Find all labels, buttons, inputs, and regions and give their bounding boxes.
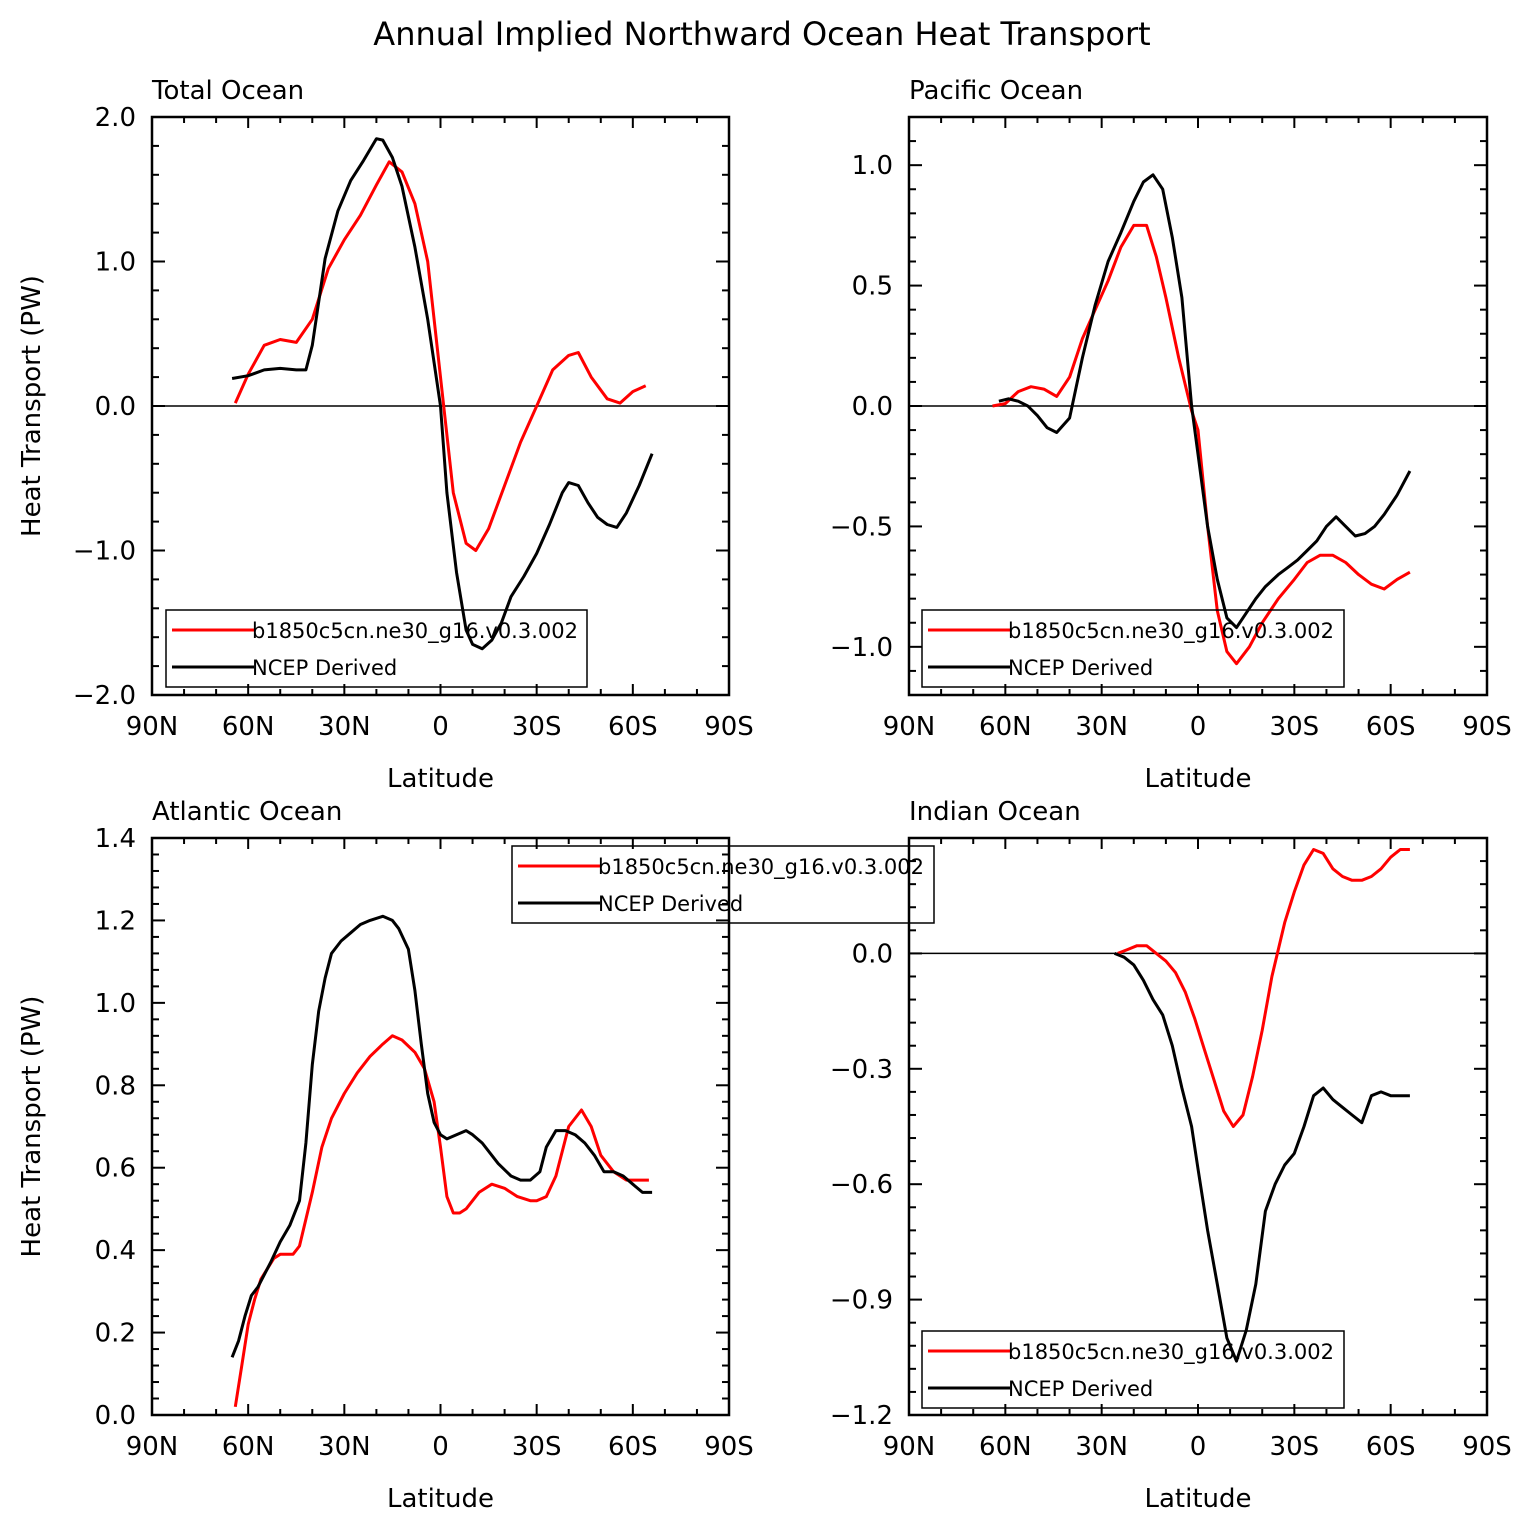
model-series-line — [992, 223, 1411, 666]
x-tick-label: 30S — [512, 1432, 562, 1462]
legend-label: NCEP Derived — [1008, 1377, 1153, 1401]
x-axis-label: Latitude — [1144, 764, 1251, 794]
y-tick-label: −2.0 — [73, 681, 136, 711]
y-tick-label: 1.0 — [852, 151, 893, 181]
model-series-line — [1117, 848, 1410, 1128]
x-tick-label: 30S — [512, 712, 562, 742]
y-tick-label: −1.0 — [73, 537, 136, 567]
y-axis-label: Heat Transport (PW) — [17, 996, 47, 1258]
y-tick-label: 0.0 — [95, 392, 136, 422]
legend: b1850c5cn.ne30_g16.v0.3.002 NCEP Derived — [511, 845, 935, 924]
x-axis-label: Latitude — [387, 1484, 494, 1514]
legend-label: b1850c5cn.ne30_g16.v0.3.002 — [1008, 1340, 1334, 1365]
y-tick-label: 0.2 — [95, 1319, 136, 1349]
x-tick-label: 90N — [126, 712, 179, 742]
x-tick-label: 60N — [222, 1432, 275, 1462]
y-tick-label: 1.0 — [95, 248, 136, 278]
legend-box — [921, 609, 1345, 688]
y-tick-label: 1.2 — [95, 906, 136, 936]
panel-1: 90N 60N 30N 0 30S 60S 90S −1.0 −0.5 0.0 0.5 1.0 Paci… — [830, 76, 1512, 794]
x-tick-label: 30S — [1270, 1432, 1320, 1462]
y-tick-label: 2.0 — [95, 103, 136, 133]
x-axis-label: Latitude — [1144, 1484, 1251, 1514]
y-tick-label: −0.6 — [830, 1170, 893, 1200]
y-tick-label: −1.2 — [830, 1401, 893, 1431]
y-tick-label: 1.0 — [95, 989, 136, 1019]
legend-label: b1850c5cn.ne30_g16.v0.3.002 — [1008, 619, 1334, 644]
y-tick-label: 0.6 — [95, 1154, 136, 1184]
legend: b1850c5cn.ne30_g16.v0.3.002 NCEP Derived — [921, 1330, 1345, 1409]
ncep-series-line — [230, 914, 653, 1358]
panel-title: Indian Ocean — [909, 797, 1081, 827]
x-tick-label: 90S — [1462, 1432, 1512, 1462]
panel-2: 90N 60N 30N 0 30S 60S 90S 0.0 0.2 0.4 0.6 0.8 1.0 1.2… — [17, 797, 935, 1514]
y-tick-label: 0.0 — [95, 1401, 136, 1431]
x-tick-label: 90S — [704, 712, 754, 742]
y-tick-label: 0.0 — [852, 939, 893, 969]
y-tick-label: −0.5 — [830, 512, 893, 542]
legend-label: NCEP Derived — [252, 656, 397, 680]
legend-label: b1850c5cn.ne30_g16.v0.3.002 — [598, 855, 924, 880]
x-tick-label: 60N — [979, 1432, 1032, 1462]
x-tick-label: 60S — [1366, 1432, 1416, 1462]
y-axis-label: Heat Transport (PW) — [17, 275, 47, 537]
x-tick-label: 30N — [1075, 1432, 1128, 1462]
y-tick-label: 0.4 — [95, 1236, 136, 1266]
model-series-line — [233, 160, 647, 552]
legend: b1850c5cn.ne30_g16.v0.3.002 NCEP Derived — [921, 609, 1345, 688]
y-tick-label: −0.3 — [830, 1055, 893, 1085]
x-tick-label: 60N — [979, 712, 1032, 742]
model-series-line — [233, 1034, 649, 1408]
x-tick-label: 90N — [883, 1432, 936, 1462]
panel-title: Total Ocean — [151, 76, 304, 106]
panel-title: Pacific Ocean — [909, 76, 1083, 106]
x-tick-label: 0 — [432, 1432, 449, 1462]
x-tick-label: 90N — [883, 712, 936, 742]
x-tick-label: 30N — [318, 1432, 371, 1462]
panel-title: Atlantic Ocean — [152, 797, 342, 827]
y-tick-label: −0.9 — [830, 1286, 893, 1316]
ncep-series-line — [1113, 952, 1410, 1363]
plot-frame — [907, 836, 1489, 1417]
x-tick-label: 0 — [432, 712, 449, 742]
x-tick-label: 90S — [704, 1432, 754, 1462]
figure-title: Annual Implied Northward Ocean Heat Tran… — [373, 15, 1150, 53]
ncep-series-line — [231, 137, 654, 651]
legend: b1850c5cn.ne30_g16.v0.3.002 NCEP Derived — [165, 609, 588, 688]
x-tick-label: 90S — [1462, 712, 1512, 742]
x-tick-label: 60S — [608, 1432, 658, 1462]
legend-label: NCEP Derived — [1008, 656, 1153, 680]
ncep-series-line — [998, 173, 1412, 630]
x-axis-label: Latitude — [387, 764, 494, 794]
x-tick-label: 0 — [1190, 712, 1207, 742]
y-tick-label: 0.0 — [852, 392, 893, 422]
x-tick-label: 30N — [318, 712, 371, 742]
panels: 90N 60N 30N 0 30S 60S 90S −2.0 −1.0 0.0 1.0 2.0 Tota… — [17, 76, 1512, 1514]
panel-3: 90N 60N 30N 0 30S 60S 90S −1.2 −0.9 −0.6 −0.3 0.0 In… — [830, 797, 1512, 1514]
legend-label: NCEP Derived — [598, 892, 743, 916]
y-tick-label: 1.4 — [95, 824, 136, 854]
y-tick-label: −1.0 — [830, 633, 893, 663]
x-tick-label: 30S — [1270, 712, 1320, 742]
legend-box — [921, 1330, 1345, 1409]
legend-label: b1850c5cn.ne30_g16.v0.3.002 — [252, 619, 578, 644]
x-tick-label: 60N — [222, 712, 275, 742]
y-tick-label: 0.5 — [852, 272, 893, 302]
y-tick-label: 0.8 — [95, 1071, 136, 1101]
x-tick-label: 60S — [608, 712, 658, 742]
panel-0: 90N 60N 30N 0 30S 60S 90S −2.0 −1.0 0.0 1.0 2.0 Tota… — [17, 76, 754, 794]
x-tick-label: 60S — [1366, 712, 1416, 742]
plot-frame — [150, 836, 731, 1417]
x-tick-label: 0 — [1190, 1432, 1207, 1462]
x-tick-label: 30N — [1075, 712, 1128, 742]
legend-box — [165, 609, 588, 688]
legend-box — [511, 845, 935, 924]
x-tick-label: 90N — [126, 1432, 179, 1462]
